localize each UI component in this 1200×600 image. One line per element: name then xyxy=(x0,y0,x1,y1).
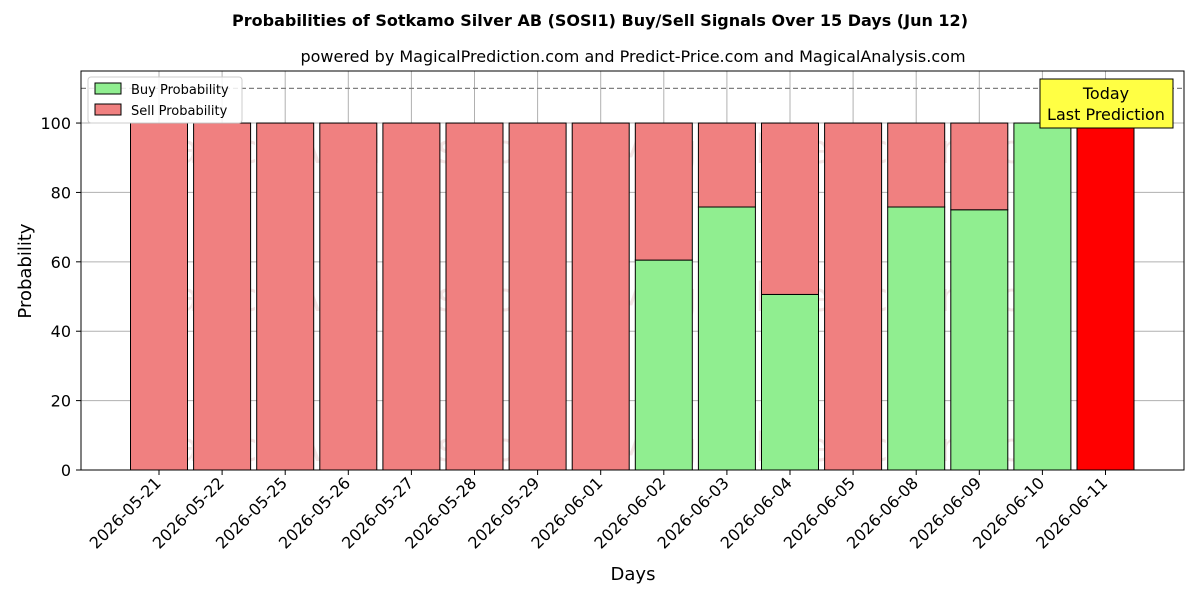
legend-swatch-buy xyxy=(94,82,122,95)
bar-buy-2026-06-03 xyxy=(697,206,756,471)
bar-sell-2026-06-02 xyxy=(634,122,693,261)
bar-sell-2026-05-22 xyxy=(193,122,252,471)
annotation-line-last-prediction: Last Prediction xyxy=(1047,105,1165,124)
axes-layer xyxy=(80,70,1185,471)
bar-sell-2026-06-11 xyxy=(1076,122,1135,471)
legend: Buy Probability Sell Probability xyxy=(87,76,243,124)
plot-frame xyxy=(80,70,1185,471)
legend-frame xyxy=(87,76,243,124)
annotation-line-today: Today xyxy=(1082,84,1129,103)
today-annotation: Today Last Prediction xyxy=(1039,78,1174,129)
y-tick-label: 100 xyxy=(40,114,71,133)
bars-layer xyxy=(130,122,1135,471)
bar-sell-2026-05-27 xyxy=(382,122,441,471)
bar-sell-2026-05-21 xyxy=(130,122,188,471)
y-axis-label: Probability xyxy=(15,223,36,318)
bar-buy-2026-06-02 xyxy=(634,259,693,471)
bar-buy-2026-06-08 xyxy=(887,206,946,471)
bar-sell-2026-06-03 xyxy=(697,122,756,208)
bar-buy-2026-06-04 xyxy=(761,293,819,471)
x-axis-label: Days xyxy=(611,564,656,585)
bar-sell-2026-06-05 xyxy=(824,122,883,471)
bar-sell-2026-05-26 xyxy=(319,122,378,471)
bar-sell-2026-06-08 xyxy=(887,122,946,208)
chart-subtitle: powered by MagicalPrediction.com and Pre… xyxy=(300,47,965,66)
y-tick-label: 60 xyxy=(51,253,71,272)
bar-buy-2026-06-09 xyxy=(950,209,1009,471)
legend-label-sell: Sell Probability xyxy=(131,104,228,119)
bar-sell-2026-06-01 xyxy=(571,122,630,471)
y-tick-label: 40 xyxy=(51,322,71,341)
bar-sell-2026-05-28 xyxy=(445,122,504,471)
bar-sell-2026-05-29 xyxy=(508,122,567,471)
bar-buy-2026-06-10 xyxy=(1013,122,1072,471)
chart-title: Probabilities of Sotkamo Silver AB (SOSI… xyxy=(232,11,968,30)
legend-label-buy: Buy Probability xyxy=(131,83,229,98)
annotation-box xyxy=(1039,78,1174,129)
legend-swatch-sell xyxy=(94,103,122,116)
bar-sell-2026-05-25 xyxy=(256,122,315,471)
y-tick-label: 80 xyxy=(51,183,71,202)
bar-sell-2026-06-09 xyxy=(950,122,1009,211)
y-tick-label: 20 xyxy=(51,392,71,411)
bar-sell-2026-06-04 xyxy=(761,122,819,295)
y-tick-label: 0 xyxy=(61,461,71,480)
